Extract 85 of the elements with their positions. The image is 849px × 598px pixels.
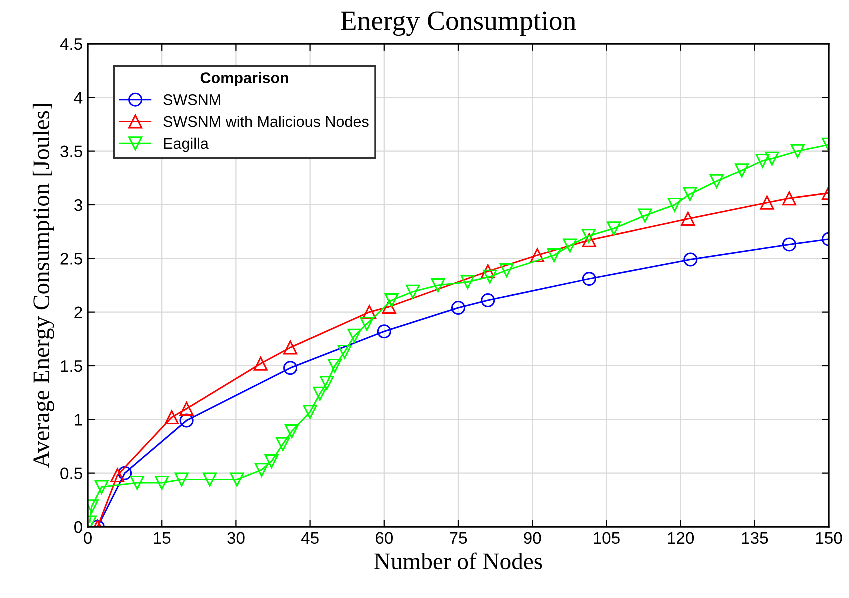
x-tick-label: 75	[450, 532, 468, 544]
chart-title: Energy Consumption	[341, 12, 576, 36]
y-tick-label: 2.5	[60, 253, 82, 265]
y-tick-label: 4	[74, 92, 83, 104]
x-tick-label: 15	[154, 532, 171, 544]
point	[782, 192, 796, 206]
point	[530, 248, 545, 262]
point	[681, 212, 696, 226]
y-tick-label: 3.5	[60, 146, 82, 158]
point	[254, 356, 268, 371]
point	[276, 437, 290, 452]
point	[668, 198, 682, 212]
x-tick-label: 90	[524, 532, 542, 544]
point	[735, 164, 750, 178]
point	[360, 317, 374, 332]
point	[382, 300, 396, 314]
point	[254, 463, 269, 478]
y-tick-label: 0.5	[60, 468, 82, 480]
y-tick-label: 3	[74, 199, 82, 212]
point	[582, 229, 596, 244]
point	[180, 402, 194, 416]
point	[130, 476, 144, 490]
x-tick-label: 105	[594, 532, 620, 544]
legend-label: SWSNM	[164, 94, 220, 106]
legend-label: SWSNM with Malicious Nodes	[164, 116, 369, 128]
point	[164, 410, 179, 425]
point	[790, 144, 805, 158]
x-tick-label: 0	[84, 532, 92, 544]
point	[155, 476, 170, 490]
x-tick-label: 45	[301, 532, 319, 544]
point	[765, 152, 780, 166]
point	[285, 424, 300, 438]
point	[284, 361, 298, 376]
point	[582, 272, 596, 286]
point	[760, 196, 774, 210]
y-axis-title: Average Energy Consumption [Joules]	[32, 104, 54, 468]
legend-label: Eagilla	[164, 138, 209, 152]
point	[377, 324, 392, 339]
x-tick-label: 150	[816, 532, 842, 544]
point	[313, 386, 328, 401]
point	[607, 222, 622, 236]
point	[180, 414, 194, 428]
point	[303, 405, 318, 420]
y-tick-label: 4.5	[60, 38, 82, 50]
point	[406, 284, 420, 299]
legend-title: Comparison	[200, 72, 288, 86]
point	[264, 454, 279, 469]
point	[483, 270, 498, 284]
point	[563, 238, 578, 253]
point	[320, 376, 334, 390]
point	[431, 278, 446, 293]
point	[328, 358, 342, 374]
point	[710, 174, 724, 188]
point	[481, 294, 496, 308]
y-tick-label: 1	[75, 414, 82, 426]
point	[782, 238, 796, 252]
point	[94, 480, 109, 494]
point	[284, 340, 298, 355]
y-tick-label: 0	[74, 521, 82, 534]
point	[384, 294, 399, 308]
point	[684, 252, 698, 267]
point	[460, 275, 475, 290]
point	[348, 328, 362, 343]
point	[230, 472, 244, 487]
x-tick-label: 120	[668, 532, 694, 544]
point	[118, 466, 132, 480]
point	[547, 248, 562, 262]
point	[174, 472, 189, 487]
point	[110, 468, 125, 482]
y-tick-label: 1.5	[61, 360, 82, 372]
point	[582, 233, 596, 248]
x-tick-label: 135	[742, 532, 768, 544]
y-tick-label: 2	[74, 306, 82, 318]
point	[638, 208, 652, 223]
x-tick-label: 60	[376, 532, 394, 544]
x-tick-label: 30	[228, 532, 245, 544]
point	[451, 301, 466, 316]
point	[683, 187, 698, 202]
point	[362, 305, 377, 320]
point	[481, 264, 496, 279]
point	[338, 345, 352, 360]
point	[203, 472, 218, 487]
point	[500, 263, 514, 278]
point	[756, 154, 770, 168]
x-axis-title: Number of Nodes	[374, 552, 542, 570]
